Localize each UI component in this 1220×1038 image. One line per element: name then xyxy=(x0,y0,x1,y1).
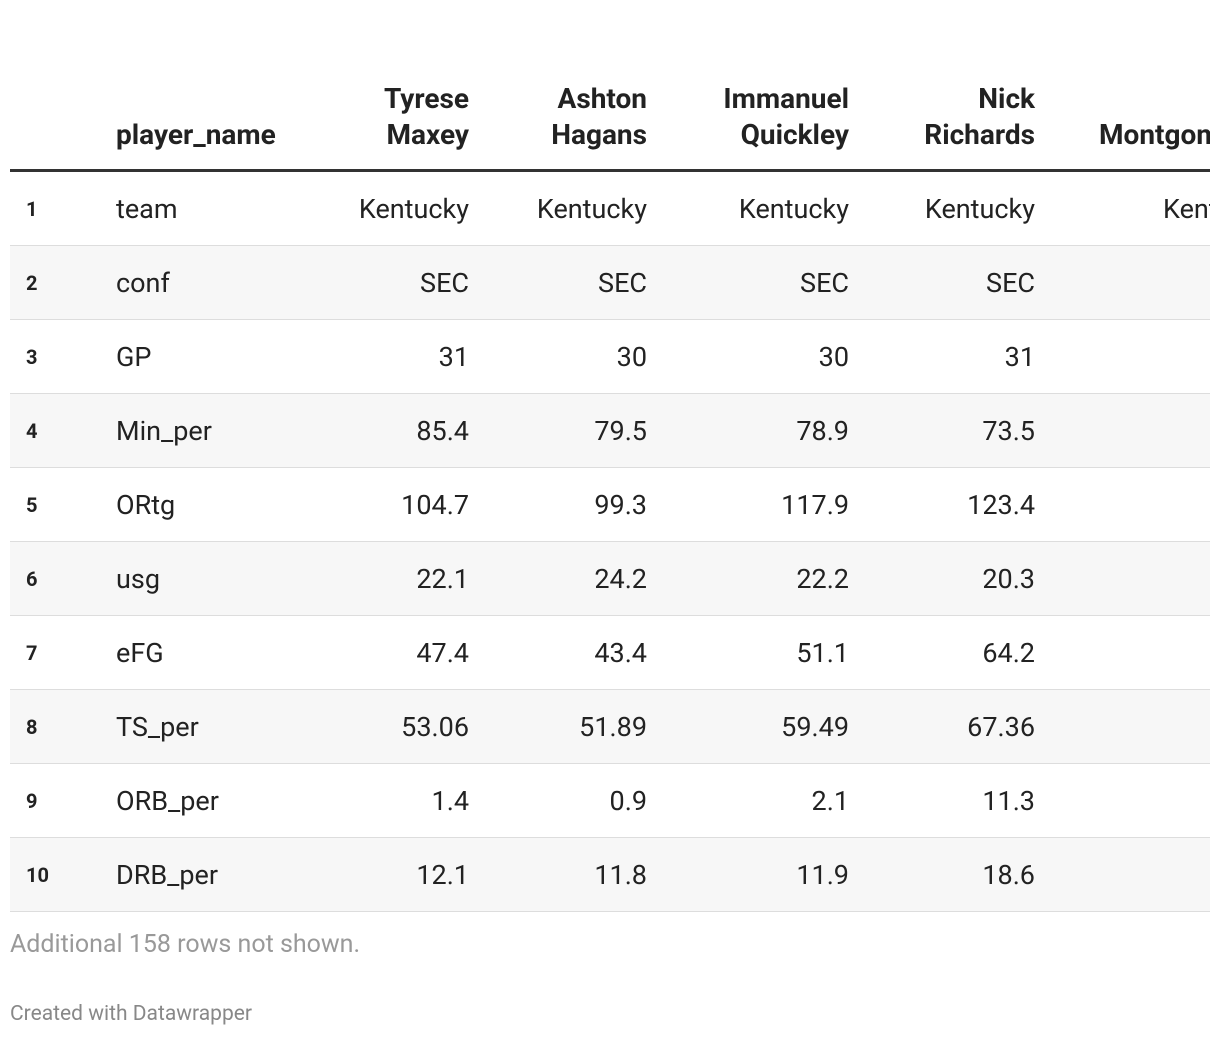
row-index: 5 xyxy=(26,493,38,517)
table-row: 9 ORB_per 1.4 0.9 2.1 11.3 xyxy=(10,764,1210,838)
table-cell: 117.9 xyxy=(781,489,849,521)
table-cell: SEC xyxy=(420,267,469,299)
row-label: ORtg xyxy=(116,489,176,521)
table-cell: 67.36 xyxy=(967,711,1035,743)
table-cell: 30 xyxy=(616,341,647,373)
row-index: 3 xyxy=(26,345,38,369)
table-cell: Kentucky xyxy=(358,193,469,225)
column-header: Ashton Hagans xyxy=(551,82,647,151)
row-label: team xyxy=(116,193,178,225)
table-cell: 18.6 xyxy=(982,859,1035,891)
row-index: 9 xyxy=(26,789,38,813)
row-label: ORB_per xyxy=(116,785,219,817)
column-header: Tyrese Maxey xyxy=(384,82,469,151)
row-label: DRB_per xyxy=(116,859,218,891)
row-label: conf xyxy=(116,267,170,299)
row-index: 7 xyxy=(26,641,38,665)
row-index: 2 xyxy=(26,271,38,295)
row-index: 10 xyxy=(26,863,49,887)
table-cell: 24.2 xyxy=(594,563,647,595)
table-cell: SEC xyxy=(598,267,647,299)
row-index: 4 xyxy=(26,419,38,443)
table-cell: 30 xyxy=(818,341,849,373)
table-cell: 43.4 xyxy=(594,637,647,669)
row-label: GP xyxy=(116,341,152,373)
table-cell: SEC xyxy=(800,267,849,299)
column-header: Nick Richards xyxy=(924,82,1035,151)
table-cell: 79.5 xyxy=(594,415,647,447)
row-index: 1 xyxy=(26,197,38,221)
table-cell: 0.9 xyxy=(609,785,647,817)
table-cell: 51.89 xyxy=(579,711,647,743)
table-cell: 53.06 xyxy=(401,711,469,743)
row-index: 8 xyxy=(26,715,38,739)
table: player_name Tyrese Maxey Ashton Hagans Imma… xyxy=(10,0,1210,1038)
table-row: 3 GP 31 30 30 31 xyxy=(10,320,1210,394)
table-cell: 1.4 xyxy=(431,785,469,817)
table-cell: 73.5 xyxy=(982,415,1035,447)
table-cell: Kentucky xyxy=(536,193,647,225)
table-cell: 22.1 xyxy=(416,563,469,595)
table-cell: 104.7 xyxy=(401,489,469,521)
table-row: 10 DRB_per 12.1 11.8 11.9 18.6 xyxy=(10,838,1210,912)
table-cell: Kentucky xyxy=(738,193,849,225)
table-cell: 31 xyxy=(1004,341,1035,373)
table-row: 8 TS_per 53.06 51.89 59.49 67.36 xyxy=(10,690,1210,764)
table-cell: 11.3 xyxy=(982,785,1035,817)
table-cell: 31 xyxy=(438,341,469,373)
table-cell: 47.4 xyxy=(416,637,469,669)
row-label: Min_per xyxy=(116,415,212,447)
table-row: 2 conf SEC SEC SEC SEC xyxy=(10,246,1210,320)
footnote: Additional 158 rows not shown. xyxy=(10,930,361,959)
column-header: Immanuel Quickley xyxy=(723,82,849,151)
row-index: 6 xyxy=(26,567,38,591)
table-row: 5 ORtg 104.7 99.3 117.9 123.4 xyxy=(10,468,1210,542)
table-row: 7 eFG 47.4 43.4 51.1 64.2 xyxy=(10,616,1210,690)
table-cell: SEC xyxy=(986,267,1035,299)
table-cell: 59.49 xyxy=(781,711,849,743)
table-cell: 78.9 xyxy=(796,415,849,447)
table-row: 1 team Kentucky Kentucky Kentucky Kentucky Ken… xyxy=(10,172,1210,246)
row-label: usg xyxy=(116,563,160,595)
table-cell: Kentucky xyxy=(1163,193,1210,225)
table-cell: 64.2 xyxy=(982,637,1035,669)
table-cell: 11.9 xyxy=(796,859,849,891)
column-header: Montgomery xyxy=(1099,118,1210,151)
column-header: player_name xyxy=(116,118,276,151)
header-row: player_name Tyrese Maxey Ashton Hagans Imma… xyxy=(10,0,1210,172)
table-cell: 22.2 xyxy=(796,563,849,595)
table-cell: 12.1 xyxy=(416,859,469,891)
table-cell: 51.1 xyxy=(796,637,849,669)
table-cell: Kentucky xyxy=(924,193,1035,225)
table-cell: 20.3 xyxy=(982,563,1035,595)
table-cell: 2.1 xyxy=(811,785,849,817)
table-cell: 85.4 xyxy=(416,415,469,447)
table-row: 4 Min_per 85.4 79.5 78.9 73.5 xyxy=(10,394,1210,468)
table-cell: 123.4 xyxy=(967,489,1035,521)
row-label: eFG xyxy=(116,637,164,669)
row-label: TS_per xyxy=(116,711,199,743)
credit: Created with Datawrapper xyxy=(10,1002,252,1026)
table-row: 6 usg 22.1 24.2 22.2 20.3 xyxy=(10,542,1210,616)
table-cell: 11.8 xyxy=(594,859,647,891)
table-cell: 99.3 xyxy=(594,489,647,521)
